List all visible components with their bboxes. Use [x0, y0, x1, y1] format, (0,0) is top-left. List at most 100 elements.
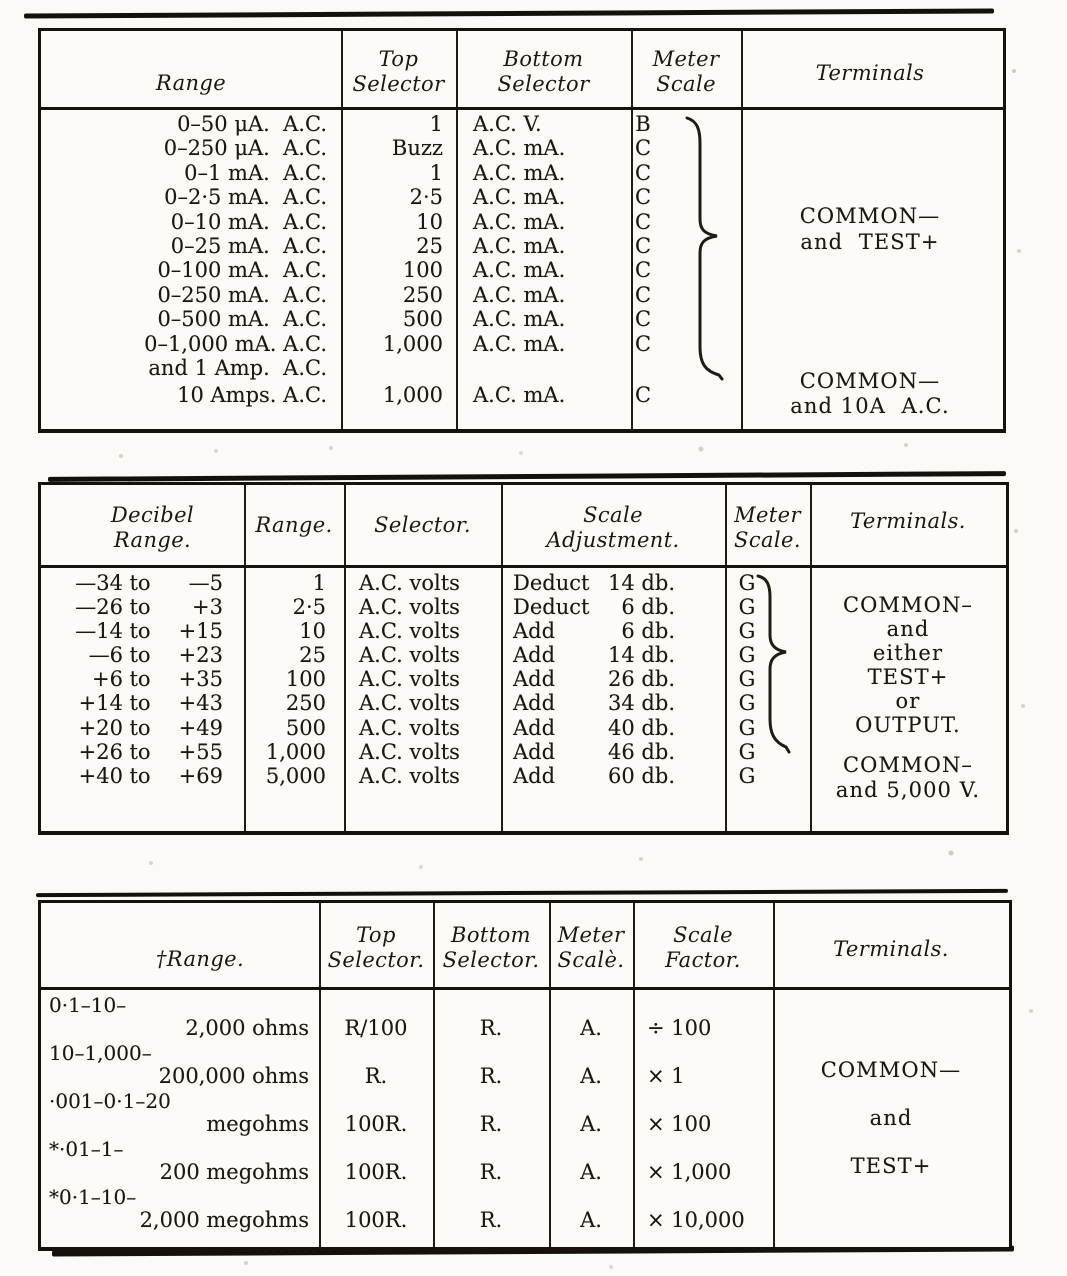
selector-cell: A.C. volts [359, 571, 460, 595]
bottom-selector-cell: R. [479, 1064, 503, 1088]
terminal-line: TEST+ [867, 665, 949, 689]
decibel-range-cell: +14 to +43 [49, 691, 237, 715]
t3-header-top-selector: Top Selector. [319, 923, 433, 973]
bottom-selector-cell: A.C. mA. [473, 209, 566, 234]
header-line: Scale [583, 503, 643, 527]
meter-scale-cell: A. [580, 1208, 602, 1232]
adjustment-verb: Add [513, 667, 556, 692]
terminal-line: and TEST+ [800, 230, 940, 254]
header-line: Bottom [451, 923, 531, 947]
top-selector-cell: 2·5 [409, 185, 443, 210]
top-selector-cell: 100R. [344, 1160, 408, 1184]
db-to-value: +35 [178, 667, 223, 692]
top-selector-cell: 25 [416, 233, 443, 258]
meter-scale-cell: G [738, 595, 756, 620]
db-from: —26 [75, 595, 123, 620]
column-divider [319, 903, 321, 1247]
terminal-line: OUTPUT. [855, 713, 961, 737]
header-line: Meter [557, 923, 625, 947]
decibel-range-cell: +26 to +55 [49, 740, 237, 764]
db-to-word: to [129, 691, 151, 716]
bottom-selector-cell: R. [479, 1208, 503, 1232]
selector-cell: A.C. volts [359, 691, 460, 716]
scale-adjustment-cell: Add 40 db. [513, 716, 675, 740]
db-to-value: +49 [178, 715, 223, 740]
t3-header-range: †Range. [155, 947, 245, 971]
bottom-selector-cell: A.C. mA. [473, 331, 566, 356]
rule-line [47, 471, 1007, 482]
range-cell: 0–100 mA. A.C. [157, 258, 327, 283]
meter-scale-cell: G [738, 619, 756, 644]
scale-factor-cell: ÷ 100 [647, 1016, 712, 1040]
terminal-line: or [895, 689, 921, 713]
bottom-selector-cell: A.C. mA. [473, 383, 566, 407]
bottom-selector-cell: A.C. mA. [473, 136, 566, 161]
column-divider [456, 31, 458, 429]
header-line: Selector. [327, 948, 425, 972]
table-row: 10–1,000– 200,000 ohms R. R. A. × 1 [41, 1041, 1009, 1089]
rule-line [35, 888, 1009, 898]
terminal-line: COMMON– [842, 753, 974, 777]
table-row: 0–1,000 mA. A.C. 1,000 A.C. mA. C [41, 332, 1003, 356]
selector-cell: A.C. volts [359, 619, 460, 644]
terminal-line: and 5,000 V. [835, 778, 981, 802]
table-row: 0–500 mA. A.C. 500 A.C. mA. C [41, 307, 1003, 331]
selector-cell: A.C. volts [359, 595, 460, 620]
meter-scale-cell: B [635, 112, 651, 136]
scan-noise [0, 0, 2, 2]
header-line: Scalè. [557, 948, 625, 972]
header-line: Factor. [665, 948, 741, 972]
range-cell: 10 [299, 619, 326, 644]
t3-header-scale-factor: Scale Factor. [633, 923, 773, 973]
meter-scale-cell: G [738, 691, 756, 716]
header-line: Scale [656, 72, 716, 96]
column-divider [725, 485, 727, 831]
meter-scale-cell: A. [580, 1160, 602, 1184]
db-to-value: +43 [178, 691, 223, 716]
resistance-ranges-table: †Range. Top Selector. Bottom Selector. M… [38, 900, 1012, 1251]
terminal-line: and 10A A.C. [790, 394, 950, 418]
terminal-line: COMMON— [799, 369, 941, 393]
bottom-selector-cell: R. [479, 1016, 503, 1040]
adjustment-amount: 6 db. [621, 619, 675, 644]
scale-adjustment-cell: Add 26 db. [513, 667, 675, 691]
range-start-cell: 0·1–10– [49, 993, 127, 1017]
range-cell: 5,000 [265, 763, 326, 788]
scale-adjustment-cell: Deduct 14 db. [513, 571, 675, 595]
db-to-word: to [129, 739, 151, 764]
top-selector-cell: 100 [402, 258, 443, 283]
table-row: 10 Amps. A.C. 1,000 A.C. mA. C [41, 383, 1003, 407]
range-cell: and 1 Amp. A.C. [148, 355, 327, 380]
adjustment-verb: Add [513, 619, 556, 644]
table-row: and 1 Amp. A.C. [41, 356, 1003, 380]
meter-scale-cell: C [634, 258, 652, 283]
t3-terminal-line-1: COMMON— [820, 1058, 962, 1082]
selector-cell: A.C. volts [359, 715, 460, 740]
scale-adjustment-cell: Add 6 db. [513, 619, 675, 643]
bottom-selector-cell: A.C. V. [473, 112, 542, 136]
top-selector-cell: 100R. [344, 1208, 408, 1232]
db-to-value: +15 [178, 619, 223, 644]
bottom-selector-cell: A.C. mA. [473, 282, 566, 307]
table-row: +20 to +49 500 A.C. volts Add 40 db. G [41, 716, 1006, 740]
brace-icon [685, 116, 724, 381]
range-cell: 25 [299, 643, 326, 668]
meter-scale-cell: A. [580, 1064, 602, 1088]
decibel-range-cell: +20 to +49 [49, 716, 237, 740]
header-line: Selector. [442, 948, 540, 972]
terminal-line: either [872, 641, 944, 665]
db-to-value: +23 [178, 643, 223, 668]
header-line: Bottom [503, 47, 584, 71]
column-divider [341, 31, 343, 429]
db-to-value: +55 [178, 739, 223, 764]
table-row: —6 to +23 25 A.C. volts Add 14 db. G [41, 643, 1006, 667]
header-line: Selector [497, 72, 590, 96]
header-line: Meter [652, 47, 720, 71]
bottom-selector-cell: R. [479, 1112, 503, 1136]
terminal-line: and [886, 617, 930, 641]
db-from: —34 [75, 571, 123, 595]
meter-scale-cell: C [634, 307, 652, 332]
t2-header-decibel-range: Decibel Range. [61, 503, 244, 553]
table-row: +26 to +55 1,000 A.C. volts Add 46 db. G [41, 740, 1006, 764]
table-row: +14 to +43 250 A.C. volts Add 34 db. G [41, 691, 1006, 715]
